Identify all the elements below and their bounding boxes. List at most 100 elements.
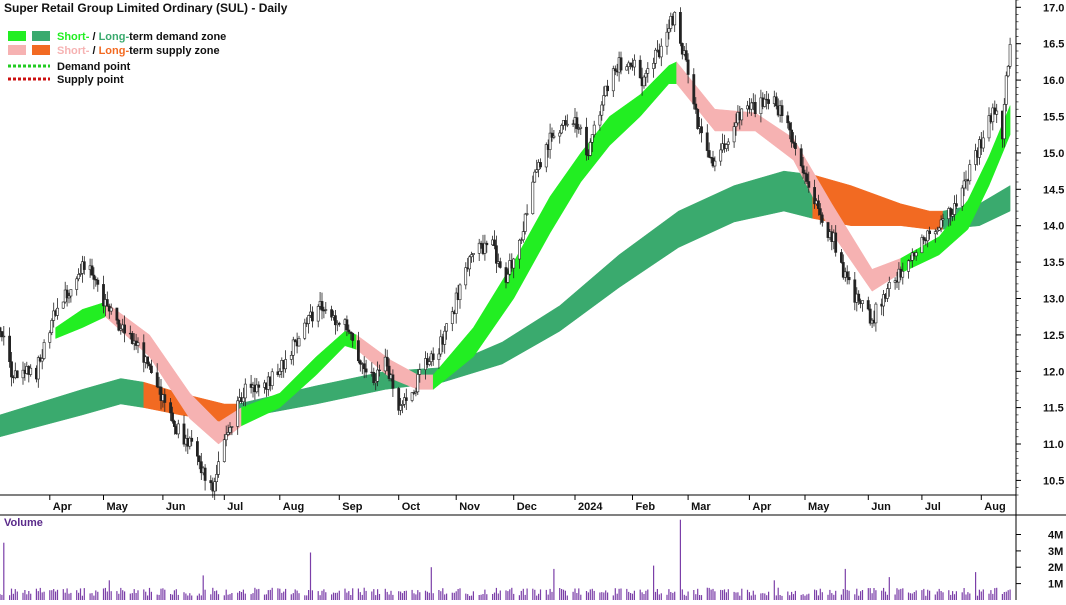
- candle-body: [173, 420, 176, 427]
- candle-body: [418, 369, 422, 375]
- price-tick-label: 11.5: [1043, 403, 1064, 415]
- candle-body: [416, 374, 420, 393]
- x-tick-label: May: [107, 501, 129, 513]
- candle-body: [1004, 75, 1008, 105]
- candle-body: [991, 107, 995, 123]
- candle-body: [552, 135, 556, 138]
- x-tick-label: Aug: [283, 501, 304, 513]
- price-tick-label: 15.0: [1043, 148, 1064, 160]
- x-tick-label: Oct: [402, 501, 421, 513]
- candle-body: [255, 384, 259, 393]
- candle-body: [330, 309, 334, 318]
- x-tick-label: Jul: [925, 501, 941, 513]
- price-tick-label: 14.0: [1043, 221, 1064, 233]
- candle-body: [450, 311, 454, 325]
- candle-body: [588, 142, 592, 156]
- candle-body: [284, 359, 288, 370]
- candle-body: [868, 308, 872, 324]
- candle-body: [793, 143, 797, 149]
- candle-body: [90, 265, 94, 276]
- candle-body: [813, 187, 817, 205]
- candle-body: [933, 231, 937, 235]
- candle-body: [351, 333, 355, 341]
- short-demand-zone-4: [900, 105, 1011, 274]
- candle-body: [324, 309, 328, 311]
- candle-body: [740, 108, 744, 121]
- candle-body: [303, 322, 307, 339]
- candle-body: [908, 259, 912, 262]
- candle-body: [667, 28, 671, 33]
- candle-body: [376, 369, 380, 382]
- candle-body: [533, 171, 537, 183]
- candle-body: [171, 412, 174, 422]
- candle-body: [454, 292, 458, 314]
- candle-body: [598, 114, 602, 126]
- candle-body: [922, 237, 926, 241]
- candle-body: [410, 392, 414, 401]
- legend-supply-sep: /: [89, 45, 98, 57]
- legend-demand-point: Demand point: [57, 61, 131, 73]
- candle-body: [535, 169, 539, 173]
- candle-body: [115, 307, 119, 321]
- legend-long-demand-swatch: [32, 31, 50, 41]
- candle-body: [136, 342, 140, 346]
- candle-body: [61, 301, 65, 309]
- legend: Short- / Long-term demand zone Short- / …: [8, 31, 226, 86]
- candle-body: [199, 461, 203, 474]
- candle-body: [105, 299, 109, 307]
- candle-body: [887, 281, 891, 289]
- candle-body: [1002, 104, 1006, 140]
- candle-body: [374, 380, 378, 383]
- candle-body: [320, 301, 324, 311]
- candle-body: [826, 222, 830, 238]
- candle-body: [79, 273, 82, 275]
- candle-body: [753, 102, 757, 115]
- candle-body: [696, 109, 700, 129]
- candle-body: [585, 126, 588, 156]
- candle-body: [579, 126, 583, 129]
- candle-body: [592, 124, 596, 135]
- legend-supply-long: Long-: [99, 45, 130, 57]
- price-axis: 17.0 16.5 16.0 15.5 15.0 14.5 14.0 13.5 13.0 12.5…: [1016, 0, 1064, 496]
- candle-body: [15, 370, 19, 379]
- legend-long-supply-swatch: [32, 45, 50, 55]
- legend-demand-rest: term demand zone: [129, 31, 226, 43]
- candle-body: [82, 261, 86, 270]
- candle-body: [767, 99, 771, 104]
- candle-body: [471, 253, 475, 255]
- candle-body: [732, 126, 736, 143]
- candle-body: [69, 289, 73, 297]
- x-tick-label: Mar: [691, 501, 711, 513]
- price-tick-label: 12.5: [1043, 330, 1064, 342]
- candle-body: [590, 134, 594, 143]
- candle-body: [625, 66, 629, 71]
- candle-body: [548, 132, 552, 150]
- candle-body: [217, 461, 220, 475]
- candle-body: [293, 339, 297, 342]
- candle-body: [632, 59, 636, 68]
- candle-body: [790, 129, 794, 143]
- candle-body: [874, 303, 878, 324]
- candle-body: [372, 371, 376, 383]
- candle-body: [882, 294, 886, 307]
- legend-supply-rest: term supply zone: [129, 45, 219, 57]
- candle-body: [968, 164, 972, 182]
- candle-body: [391, 374, 395, 389]
- candle-body: [8, 335, 12, 363]
- volume-tick-label: 2M: [1048, 562, 1063, 574]
- candle-body: [953, 203, 956, 215]
- price-tick-label: 17.0: [1043, 2, 1064, 14]
- candle-body: [291, 339, 295, 356]
- candle-body: [42, 342, 46, 359]
- candle-body: [102, 284, 105, 307]
- candle-body: [654, 49, 657, 64]
- candle-body: [362, 363, 366, 370]
- candle-body: [606, 85, 610, 92]
- candle-body: [686, 59, 690, 75]
- candle-body: [619, 57, 623, 71]
- candle-body: [236, 400, 240, 427]
- candle-body: [278, 370, 282, 375]
- candle-body: [652, 62, 656, 69]
- price-tick-label: 15.5: [1043, 112, 1064, 124]
- candle-body: [839, 252, 843, 263]
